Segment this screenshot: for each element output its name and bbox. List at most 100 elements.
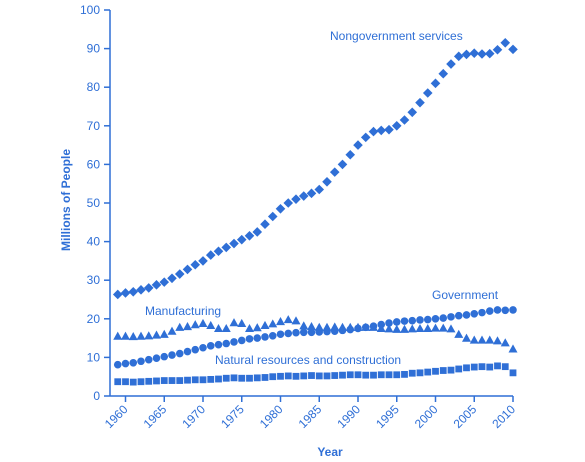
data-point-natural-resources-and-construction [129,378,137,386]
data-point-nongovernment-services [143,283,154,293]
x-tick-label: 2010 [489,402,518,431]
x-tick-label: 1980 [257,402,286,431]
data-point-natural-resources-and-construction [168,377,176,384]
data-point-natural-resources-and-construction [370,371,377,379]
label-government: Government [432,288,499,302]
data-point-government [447,313,455,321]
data-point-nongovernment-services [368,126,379,137]
data-point-government [214,340,223,349]
data-point-manufacturing [152,330,161,339]
y-tick-label: 30 [87,273,101,287]
data-point-natural-resources-and-construction [308,372,315,379]
data-point-nongovernment-services [275,203,286,214]
data-point-government [144,355,153,364]
x-tick-label: 1965 [141,402,170,431]
data-point-government [152,354,161,362]
data-point-natural-resources-and-construction [222,374,230,382]
data-point-nongovernment-services [500,38,511,48]
data-point-nongovernment-services [236,234,247,245]
x-tick-label: 1985 [296,402,325,431]
data-point-natural-resources-and-construction [284,372,292,380]
data-point-government [439,314,448,322]
data-point-manufacturing [446,324,456,333]
data-point-government [121,359,130,368]
data-point-manufacturing [283,315,293,324]
data-point-nongovernment-services [438,68,449,79]
data-point-manufacturing [144,331,154,340]
data-point-nongovernment-services [267,211,278,222]
data-point-manufacturing [183,322,192,331]
data-point-manufacturing [384,324,394,333]
y-tick-label: 50 [87,196,101,210]
data-point-natural-resources-and-construction [191,376,199,384]
x-axis-title: Year [317,445,343,459]
data-point-natural-resources-and-construction [408,369,416,377]
data-point-natural-resources-and-construction [269,373,277,381]
data-point-manufacturing [268,319,278,328]
data-point-manufacturing [113,331,123,340]
x-tick-label: 1990 [334,402,363,431]
data-point-nongovernment-services [136,285,146,295]
y-tick-label: 60 [87,157,101,171]
y-tick-label: 20 [87,312,101,326]
data-point-natural-resources-and-construction [432,367,439,375]
data-point-manufacturing [175,322,185,331]
data-point-nongovernment-services [260,219,270,230]
data-point-government [307,328,316,337]
data-point-natural-resources-and-construction [393,371,401,379]
data-point-nongovernment-services [391,121,402,131]
data-point-government [454,311,463,320]
data-point-manufacturing [454,329,464,338]
data-point-natural-resources-and-construction [470,363,478,371]
data-point-natural-resources-and-construction [346,371,354,379]
data-point-natural-resources-and-construction [160,377,168,384]
data-point-natural-resources-and-construction [385,371,393,379]
data-point-nongovernment-services [430,78,441,89]
y-tick-label: 10 [87,350,101,364]
data-point-natural-resources-and-construction [455,365,463,373]
data-point-nongovernment-services [469,48,480,59]
data-point-manufacturing [407,324,417,333]
data-point-nongovernment-services [205,250,216,260]
data-point-government [253,334,262,342]
data-point-natural-resources-and-construction [478,363,486,371]
data-point-manufacturing [121,331,130,340]
data-point-government [462,311,471,319]
data-point-manufacturing [330,322,340,331]
data-point-government [245,335,254,343]
data-point-natural-resources-and-construction [339,371,346,379]
x-tick-label: 1995 [373,402,402,431]
data-point-nongovernment-services [291,194,301,204]
data-point-nongovernment-services [112,289,123,300]
data-point-government [509,306,517,314]
data-point-nongovernment-services [360,132,371,143]
data-point-natural-resources-and-construction [501,363,509,371]
data-point-nongovernment-services [298,191,309,201]
series-manufacturing [113,315,518,353]
data-point-government [385,319,393,327]
data-point-government [206,342,215,350]
label-manufacturing: Manufacturing [145,304,221,318]
data-point-nongovernment-services [384,124,394,135]
y-tick-label: 100 [80,3,100,17]
data-point-government [392,318,401,326]
data-point-government [160,352,169,361]
data-point-manufacturing [477,335,487,344]
data-point-government [431,315,440,323]
data-point-nongovernment-services [244,231,255,241]
data-point-natural-resources-and-construction [463,364,470,372]
data-point-natural-resources-and-construction [246,374,253,382]
data-point-natural-resources-and-construction [215,375,222,383]
data-point-manufacturing [237,318,247,328]
data-point-manufacturing [221,323,231,333]
data-point-nongovernment-services [477,49,487,59]
data-point-manufacturing [376,323,386,333]
data-point-manufacturing [214,323,223,333]
data-point-government [230,338,238,346]
data-point-natural-resources-and-construction [277,372,284,380]
data-point-government [478,308,486,317]
label-nongovernment-services: Nongovernment services [330,29,463,43]
data-point-manufacturing [276,317,285,326]
data-point-manufacturing [338,322,347,331]
